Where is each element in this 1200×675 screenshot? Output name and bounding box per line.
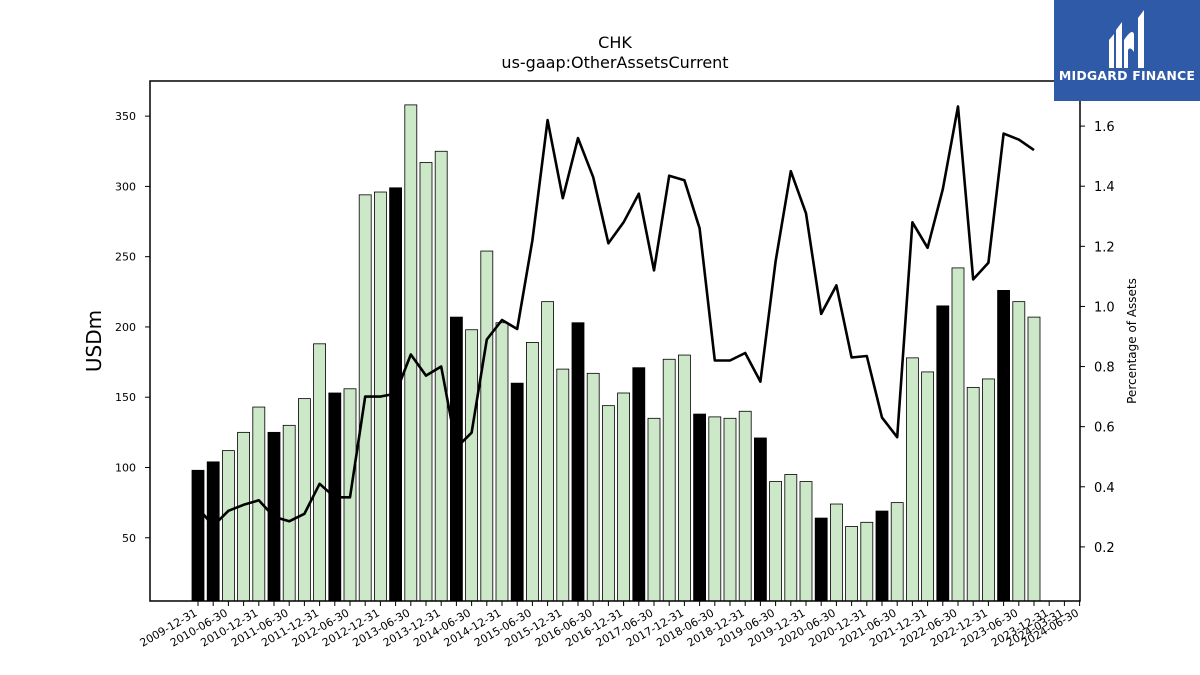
bar xyxy=(860,521,874,602)
bar xyxy=(480,250,494,602)
bar xyxy=(526,342,539,602)
bar xyxy=(708,416,722,602)
bar xyxy=(313,343,327,602)
bar xyxy=(434,150,448,602)
bar xyxy=(1027,316,1041,602)
percentage-line xyxy=(197,105,1035,528)
bar xyxy=(830,503,843,602)
bar xyxy=(586,372,600,602)
bar xyxy=(921,371,934,602)
plot-frame xyxy=(149,80,1081,602)
bar xyxy=(541,301,554,602)
bar xyxy=(237,431,251,602)
bar xyxy=(510,382,524,602)
bar xyxy=(556,368,570,602)
bar xyxy=(678,354,691,602)
bar xyxy=(769,481,782,602)
logo-mark-icon xyxy=(1109,10,1144,68)
y-tick-label: 50 xyxy=(122,532,136,545)
bar xyxy=(662,358,676,602)
bar xyxy=(936,305,950,602)
bar xyxy=(419,162,433,602)
bar xyxy=(723,417,737,602)
bar xyxy=(206,461,220,602)
right-axis-ticks: 0.2 0.4 0.6 0.8 1.0 1.2 1.4 1.6 xyxy=(1080,120,1115,556)
bar xyxy=(221,450,235,602)
bar xyxy=(738,410,752,602)
bar xyxy=(404,104,418,602)
y-tick-label: 350 xyxy=(115,110,136,123)
y2-tick-label: 0.4 xyxy=(1094,481,1115,496)
y2-tick-label: 1.4 xyxy=(1094,180,1115,195)
logo-text: MIDGARD FINANCE xyxy=(1058,68,1196,83)
bar xyxy=(966,386,980,602)
y-tick-label: 250 xyxy=(115,251,136,264)
y-tick-label: 200 xyxy=(115,321,136,334)
bar xyxy=(693,413,706,602)
chart-title: CHK xyxy=(598,33,632,52)
y-tick-label: 300 xyxy=(115,180,136,193)
bar xyxy=(754,437,767,602)
bar xyxy=(997,290,1010,602)
bar xyxy=(814,517,828,602)
bar xyxy=(297,398,311,602)
bar xyxy=(1012,301,1026,602)
bar xyxy=(951,267,965,602)
y2-axis-label: Percentage of Assets xyxy=(1125,278,1139,404)
bar xyxy=(449,316,463,602)
bar xyxy=(890,502,904,602)
bar xyxy=(282,424,296,602)
bar xyxy=(495,322,509,602)
bar xyxy=(191,469,205,602)
y2-tick-label: 1.2 xyxy=(1094,240,1115,255)
y2-tick-label: 0.2 xyxy=(1094,541,1115,556)
y2-tick-label: 1.0 xyxy=(1094,300,1115,315)
bar xyxy=(617,392,630,602)
x-axis-ticks: 2009-12-312010-06-302010-12-312011-06-30… xyxy=(138,601,1081,650)
bar xyxy=(982,378,995,602)
left-axis-ticks: 50 100 150 200 250 300 350 xyxy=(115,110,150,545)
bar xyxy=(845,526,858,602)
bar xyxy=(784,474,798,602)
bar xyxy=(465,329,479,602)
y-tick-label: 150 xyxy=(115,391,136,404)
bar xyxy=(647,417,661,602)
bar xyxy=(571,322,585,602)
bar-series xyxy=(191,104,1041,602)
y-axis-label: USDm xyxy=(82,310,106,372)
brand-logo: MIDGARD FINANCE xyxy=(1054,0,1200,101)
y2-tick-label: 0.8 xyxy=(1094,361,1115,376)
chart-subtitle: us-gaap:OtherAssetsCurrent xyxy=(501,53,728,72)
bar xyxy=(799,481,813,602)
y2-tick-label: 1.6 xyxy=(1094,120,1115,135)
bar xyxy=(602,405,615,602)
bar xyxy=(875,510,889,602)
y-tick-label: 100 xyxy=(115,461,136,474)
bar xyxy=(632,367,646,602)
bar xyxy=(906,357,919,602)
y2-tick-label: 0.6 xyxy=(1094,421,1115,436)
